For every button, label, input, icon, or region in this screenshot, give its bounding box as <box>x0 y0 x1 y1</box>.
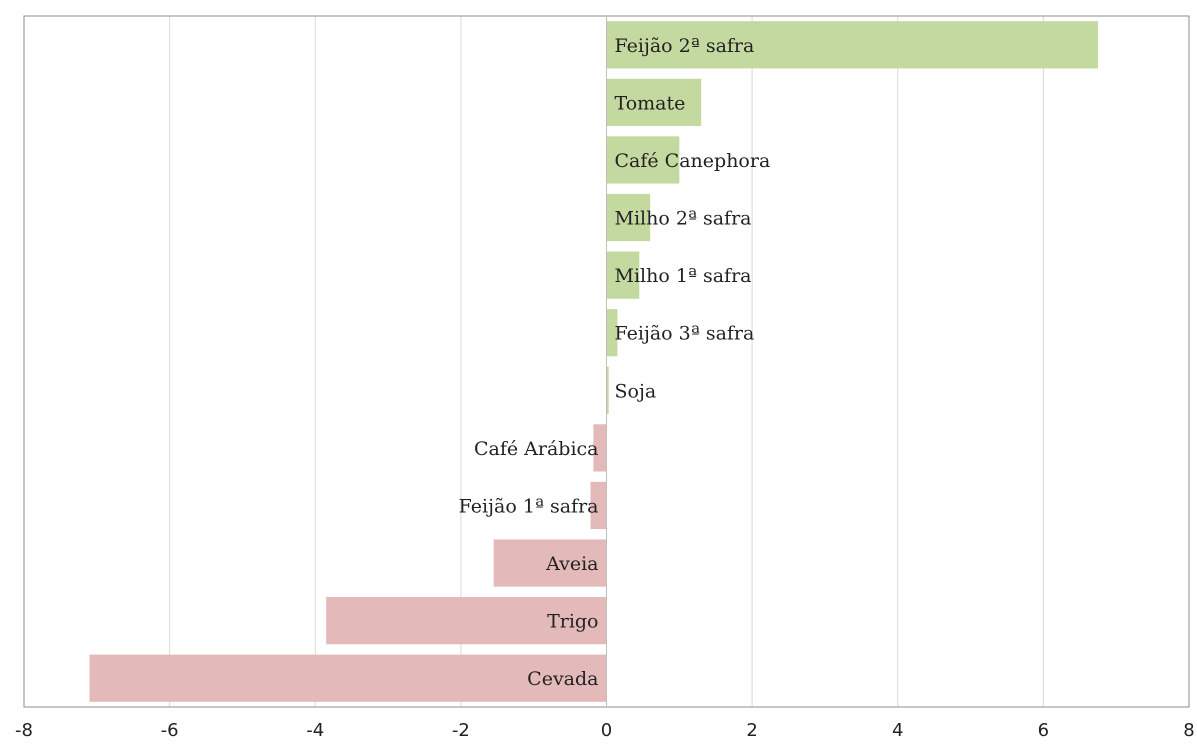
bar <box>606 136 680 184</box>
x-tick-label: 0 <box>601 720 612 741</box>
x-tick-label: -8 <box>15 720 33 741</box>
category-label: Feijão 3ª safra <box>615 323 755 345</box>
bar <box>593 424 607 472</box>
bar <box>606 193 651 242</box>
category-label: Café Canephora <box>615 150 771 172</box>
bar <box>89 654 607 702</box>
category-label: Milho 1ª safra <box>615 265 752 287</box>
x-tick-label: -6 <box>161 720 179 741</box>
bar <box>606 78 702 126</box>
x-tick-label: 4 <box>892 720 903 741</box>
x-tick-label: -2 <box>452 720 470 741</box>
category-label: Aveia <box>545 553 598 575</box>
category-label: Soja <box>615 380 657 402</box>
bar <box>606 366 609 414</box>
bar <box>606 21 1098 69</box>
x-tick-label: -4 <box>306 720 324 741</box>
category-label: Trigo <box>547 611 598 633</box>
bar <box>590 481 607 530</box>
category-label: Feijão 1ª safra <box>459 495 599 517</box>
category-label: Tomate <box>615 92 686 114</box>
bar <box>606 251 640 299</box>
x-tick-label: 6 <box>1038 720 1049 741</box>
bar <box>493 539 607 587</box>
x-tick-label: 2 <box>746 720 757 741</box>
category-label: Café Arábica <box>474 438 599 460</box>
x-tick-label: 8 <box>1183 720 1194 741</box>
category-label: Cevada <box>527 668 598 690</box>
bar <box>326 597 607 645</box>
category-label: Feijão 2ª safra <box>615 35 755 57</box>
category-label: Milho 2ª safra <box>615 208 752 230</box>
bar <box>606 309 618 357</box>
